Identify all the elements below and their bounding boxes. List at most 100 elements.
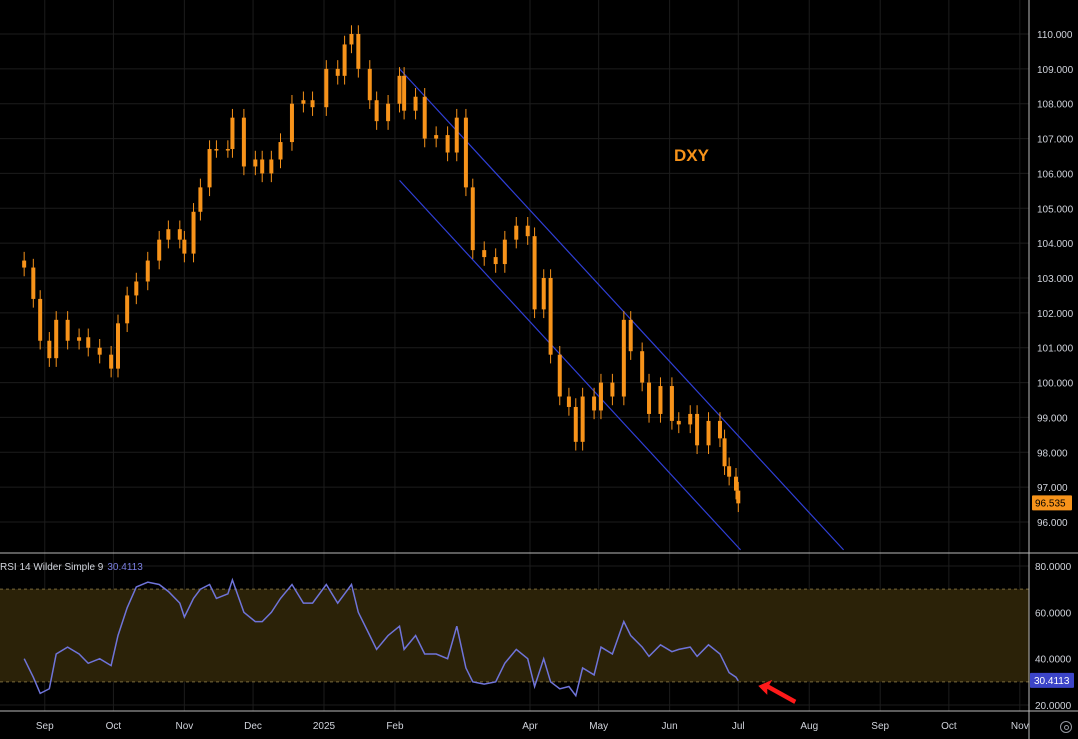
candles[interactable] (22, 25, 741, 513)
candle[interactable] (335, 68, 340, 76)
candle[interactable] (289, 103, 294, 143)
candle[interactable] (722, 438, 727, 467)
candle[interactable] (727, 466, 732, 477)
candle[interactable] (676, 420, 681, 425)
rsi-line[interactable] (23, 577, 739, 698)
candle[interactable] (502, 239, 507, 265)
x-tick-label: Sep (36, 721, 54, 732)
candle[interactable] (688, 413, 693, 425)
candle[interactable] (241, 117, 246, 167)
candle[interactable] (525, 225, 530, 237)
candle[interactable] (260, 159, 265, 174)
candle[interactable] (445, 135, 450, 153)
candle[interactable] (386, 103, 391, 122)
candle[interactable] (621, 319, 626, 397)
candle[interactable] (109, 354, 114, 369)
rsi-pane[interactable] (23, 577, 797, 704)
candle[interactable] (573, 406, 578, 442)
candle[interactable] (230, 117, 235, 150)
candle[interactable] (301, 100, 306, 104)
candle[interactable] (514, 225, 519, 240)
candle[interactable] (367, 68, 372, 101)
candle[interactable] (125, 295, 130, 324)
candle[interactable] (253, 159, 258, 167)
candle[interactable] (310, 100, 315, 108)
candle[interactable] (454, 117, 459, 153)
channel-line[interactable] (399, 68, 845, 551)
y-tick-label: 60.0000 (1035, 608, 1072, 619)
candle[interactable] (640, 351, 645, 383)
candle[interactable] (734, 476, 738, 491)
candle[interactable] (214, 149, 219, 151)
candle[interactable] (278, 142, 283, 160)
candle[interactable] (566, 396, 571, 407)
candle[interactable] (580, 396, 585, 442)
candle[interactable] (647, 382, 652, 414)
candle[interactable] (669, 386, 674, 421)
candle[interactable] (434, 135, 439, 139)
candle[interactable] (548, 278, 553, 355)
candle[interactable] (116, 323, 120, 369)
candle[interactable] (38, 298, 43, 341)
x-tick-label: Feb (386, 721, 404, 732)
candle[interactable] (557, 354, 562, 397)
candle[interactable] (628, 319, 633, 352)
x-tick-label: Nov (1011, 721, 1029, 732)
candle[interactable] (269, 159, 274, 174)
indicator-legend[interactable]: RSI 14 Wilder Simple 9 30.4113 (0, 562, 143, 573)
candle[interactable] (422, 96, 427, 139)
candle[interactable] (493, 257, 498, 265)
candle[interactable] (349, 34, 354, 45)
candle[interactable] (482, 250, 487, 258)
candle[interactable] (356, 34, 361, 69)
rsi-tag-label: 30.4113 (1034, 676, 1070, 687)
candle[interactable] (658, 386, 663, 414)
rsi-tag (1030, 672, 1074, 688)
candle[interactable] (532, 236, 537, 310)
candle[interactable] (470, 187, 475, 251)
candle[interactable] (157, 239, 162, 261)
y-tick-label: 96.000 (1037, 518, 1068, 529)
candle[interactable] (374, 100, 379, 122)
candle[interactable] (54, 319, 59, 359)
candle[interactable] (134, 281, 139, 296)
candle[interactable] (207, 149, 212, 188)
candle[interactable] (97, 347, 102, 355)
candle[interactable] (695, 413, 700, 446)
candle[interactable] (225, 149, 230, 151)
candle[interactable] (541, 278, 546, 310)
candle[interactable] (182, 239, 187, 254)
candle[interactable] (22, 260, 27, 268)
candle[interactable] (610, 382, 615, 397)
y-tick-label: 98.000 (1037, 448, 1068, 459)
x-tick-label: Aug (800, 721, 818, 732)
candle[interactable] (706, 420, 711, 446)
candle[interactable] (65, 319, 70, 341)
settings-icon[interactable] (1060, 721, 1072, 733)
candle[interactable] (413, 96, 418, 111)
candle[interactable] (145, 260, 150, 282)
candle[interactable] (397, 75, 402, 104)
trend-channel[interactable] (399, 68, 845, 551)
candle[interactable] (717, 420, 722, 439)
candle[interactable] (47, 340, 52, 359)
candle[interactable] (77, 337, 82, 341)
candle[interactable] (191, 211, 196, 254)
price-tag-label: 96.535 (1035, 498, 1066, 509)
candle[interactable] (736, 490, 741, 504)
candle[interactable] (324, 68, 329, 108)
price-tag (1032, 495, 1072, 511)
candle[interactable] (402, 75, 407, 111)
candle[interactable] (598, 382, 603, 411)
channel-line[interactable] (399, 179, 742, 551)
candle[interactable] (86, 337, 91, 348)
candle[interactable] (198, 187, 203, 212)
x-tick-label: Apr (522, 721, 538, 732)
candle[interactable] (166, 229, 171, 240)
candle[interactable] (592, 396, 597, 411)
candle[interactable] (177, 229, 182, 240)
candle[interactable] (463, 117, 468, 188)
candle[interactable] (342, 44, 347, 76)
candle[interactable] (31, 267, 36, 299)
